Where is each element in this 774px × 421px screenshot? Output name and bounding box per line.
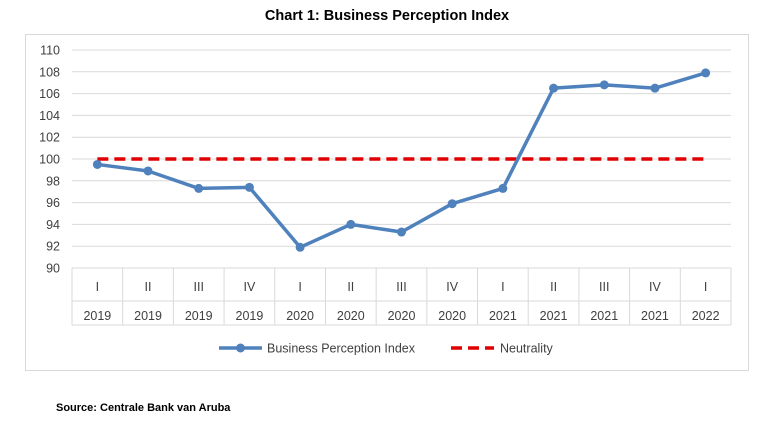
chart-frame bbox=[25, 34, 749, 371]
x-tick-quarter: IV bbox=[244, 280, 256, 294]
x-tick-quarter: I bbox=[501, 280, 504, 294]
x-tick-quarter: I bbox=[96, 280, 99, 294]
legend-bpi-label: Business Perception Index bbox=[267, 342, 416, 356]
x-tick-year: 2019 bbox=[134, 309, 162, 323]
y-axis-ticks: 90 92 94 96 98 100 102 104 106 108 110 bbox=[39, 44, 60, 276]
x-tick-year: 2020 bbox=[388, 309, 416, 323]
x-tick-quarter: II bbox=[347, 280, 354, 294]
y-tick-label: 108 bbox=[39, 65, 60, 79]
x-tick-year: 2021 bbox=[489, 309, 517, 323]
y-tick-label: 90 bbox=[46, 262, 60, 276]
bpi-data-point bbox=[650, 83, 660, 93]
chart-title: Chart 1: Business Perception Index bbox=[264, 8, 510, 24]
y-tick-label: 100 bbox=[39, 153, 60, 167]
x-tick-quarter: III bbox=[396, 280, 406, 294]
x-tick-quarter: II bbox=[550, 280, 557, 294]
x-tick-quarter: IV bbox=[649, 280, 661, 294]
x-tick-quarter: III bbox=[194, 280, 204, 294]
legend-neutrality-label: Neutrality bbox=[500, 342, 554, 356]
x-tick-quarter: I bbox=[704, 280, 707, 294]
x-tick-quarter: IV bbox=[446, 280, 458, 294]
y-tick-label: 94 bbox=[46, 218, 60, 232]
x-tick-year: 2021 bbox=[641, 309, 669, 323]
y-tick-label: 106 bbox=[39, 87, 60, 101]
bpi-data-point bbox=[92, 159, 102, 169]
bpi-data-point bbox=[346, 219, 356, 229]
bpi-data-point bbox=[244, 182, 254, 192]
y-tick-label: 110 bbox=[40, 44, 60, 58]
x-tick-year: 2019 bbox=[185, 309, 213, 323]
bpi-data-point bbox=[143, 166, 153, 176]
x-tick-quarter: II bbox=[145, 280, 152, 294]
x-tick-year: 2021 bbox=[590, 309, 618, 323]
y-tick-label: 102 bbox=[39, 131, 60, 145]
bpi-data-point bbox=[447, 199, 457, 209]
x-tick-year: 2021 bbox=[540, 309, 568, 323]
legend: Business Perception Index Neutrality bbox=[219, 342, 554, 356]
x-axis-table: I2019II2019III2019IV2019I2020II2020III20… bbox=[71, 267, 732, 326]
bpi-data-point bbox=[397, 227, 406, 237]
bpi-data-point bbox=[295, 242, 305, 252]
x-tick-year: 2020 bbox=[286, 309, 314, 323]
x-tick-quarter: I bbox=[298, 280, 301, 294]
legend-bpi-marker bbox=[236, 343, 245, 353]
gridlines bbox=[72, 49, 731, 269]
x-tick-year: 2019 bbox=[236, 309, 264, 323]
bpi-data-point bbox=[498, 183, 508, 193]
x-tick-quarter: III bbox=[599, 280, 609, 294]
y-tick-label: 92 bbox=[46, 240, 60, 254]
x-tick-year: 2020 bbox=[438, 309, 466, 323]
y-tick-label: 98 bbox=[46, 174, 60, 188]
y-tick-label: 104 bbox=[39, 109, 60, 123]
chart-series bbox=[92, 68, 711, 252]
y-tick-label: 96 bbox=[46, 196, 60, 210]
source-note: Source: Centrale Bank van Aruba bbox=[56, 402, 231, 414]
bpi-data-point bbox=[701, 68, 711, 78]
bpi-data-point bbox=[549, 83, 559, 93]
x-tick-year: 2020 bbox=[337, 309, 365, 323]
bpi-data-point bbox=[194, 183, 204, 193]
x-tick-year: 2019 bbox=[83, 309, 111, 323]
x-tick-year: 2022 bbox=[692, 309, 720, 323]
bpi-data-point bbox=[599, 80, 609, 90]
